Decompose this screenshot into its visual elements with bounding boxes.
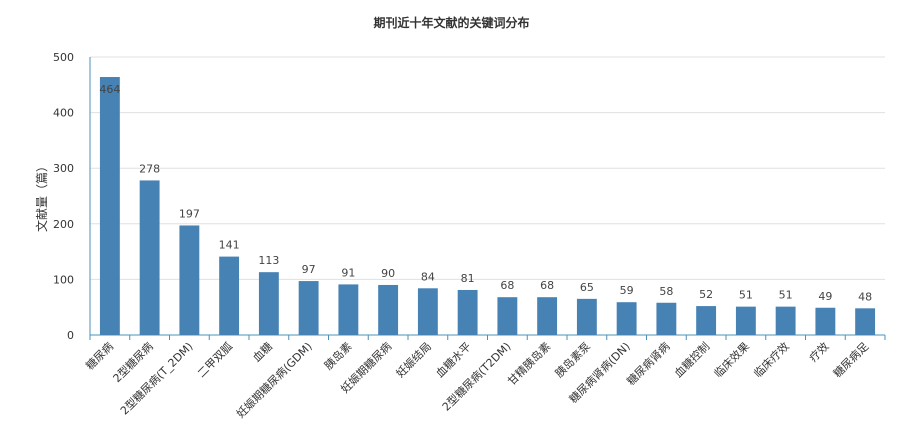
x-tick-label: 2型糖尿病(T2DM) xyxy=(439,339,513,413)
x-tick-label: 糖尿病肾病 xyxy=(624,339,673,388)
y-tick-label: 400 xyxy=(53,107,74,120)
bar xyxy=(775,306,796,335)
data-label: 48 xyxy=(858,290,872,303)
bar xyxy=(378,284,399,335)
x-tick-label: 妊娠结局 xyxy=(393,339,434,380)
data-label: 68 xyxy=(500,279,514,292)
chart-title: 期刊近十年文献的关键词分布 xyxy=(373,16,530,30)
bar xyxy=(338,284,359,335)
x-tick-label: 胰岛素泵 xyxy=(552,339,593,380)
bar xyxy=(696,306,717,335)
bar xyxy=(179,225,200,335)
bar xyxy=(815,307,836,335)
data-label: 90 xyxy=(381,267,395,280)
data-label: 91 xyxy=(341,266,355,279)
x-tick-label: 2型糖尿病(T_2DM) xyxy=(117,339,195,417)
data-label: 68 xyxy=(540,279,554,292)
data-label: 65 xyxy=(580,281,594,294)
x-tick-label: 妊娠期糖尿病(GDM) xyxy=(233,339,314,420)
data-label: 278 xyxy=(139,162,160,175)
bar xyxy=(855,308,876,335)
x-tick-label: 血糖水平 xyxy=(433,339,474,380)
bar xyxy=(576,298,597,335)
x-tick-label: 二甲双胍 xyxy=(194,339,235,380)
data-label: 49 xyxy=(818,290,832,303)
data-label: 52 xyxy=(699,288,713,301)
data-label: 141 xyxy=(219,239,240,252)
data-label: 84 xyxy=(421,270,435,283)
data-label: 81 xyxy=(461,272,475,285)
bar xyxy=(537,297,558,335)
x-tick-label: 血糖 xyxy=(250,339,275,364)
y-tick-label: 500 xyxy=(53,51,74,64)
data-label: 464 xyxy=(99,83,120,96)
bar xyxy=(656,302,677,335)
y-tick-label: 0 xyxy=(67,329,74,342)
bar xyxy=(497,297,518,335)
data-label: 113 xyxy=(258,254,279,267)
data-label: 59 xyxy=(620,284,634,297)
data-label: 51 xyxy=(739,289,753,302)
bar xyxy=(616,302,637,335)
data-label: 58 xyxy=(659,285,673,298)
bar xyxy=(417,288,438,335)
y-tick-label: 200 xyxy=(53,218,74,231)
x-tick-label: 临床疗效 xyxy=(751,339,792,380)
bar xyxy=(457,289,478,335)
bar xyxy=(139,180,160,335)
y-tick-label: 100 xyxy=(53,273,74,286)
bar xyxy=(298,281,319,335)
x-tick-label: 胰岛素 xyxy=(321,339,354,372)
data-label: 51 xyxy=(779,289,793,302)
y-tick-label: 300 xyxy=(53,162,74,175)
bar xyxy=(258,272,279,335)
x-tick-label: 糖尿病足 xyxy=(830,339,871,380)
bar xyxy=(219,256,240,335)
x-tick-label: 血糖控制 xyxy=(671,339,712,380)
bar xyxy=(735,306,756,335)
y-axis-label: 文献量（篇） xyxy=(34,160,49,232)
data-label: 97 xyxy=(302,263,316,276)
x-tick-label: 糖尿病 xyxy=(83,339,116,372)
data-label: 197 xyxy=(179,207,200,220)
x-tick-label: 甘精胰岛素 xyxy=(504,339,553,388)
bar xyxy=(99,77,120,336)
x-tick-label: 疗效 xyxy=(806,339,831,364)
x-tick-label: 临床效果 xyxy=(711,339,752,380)
